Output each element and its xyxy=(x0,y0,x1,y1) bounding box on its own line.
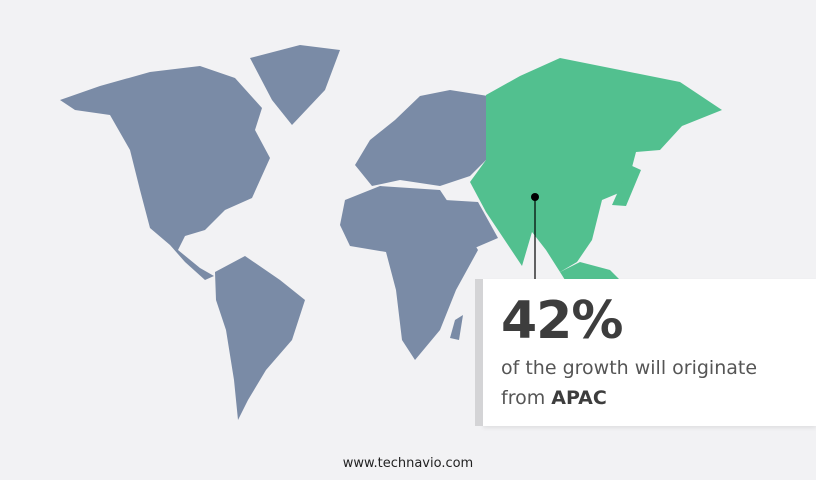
stat-callout: 42% of the growth will originate from AP… xyxy=(483,279,816,426)
apac-region xyxy=(470,58,722,272)
marker-dot xyxy=(531,193,539,201)
middle-east xyxy=(445,200,498,250)
greenland xyxy=(250,45,340,125)
growth-description: of the growth will originate from APAC xyxy=(501,357,758,409)
north-america xyxy=(60,66,270,280)
madagascar xyxy=(450,315,463,340)
growth-percentage: 42% xyxy=(501,291,623,351)
region-name: APAC xyxy=(551,387,607,409)
south-america xyxy=(215,256,305,420)
japan xyxy=(612,165,641,206)
website-footer: www.technavio.com xyxy=(342,456,474,471)
indonesia xyxy=(560,262,620,282)
europe xyxy=(355,90,488,186)
africa xyxy=(340,186,478,360)
